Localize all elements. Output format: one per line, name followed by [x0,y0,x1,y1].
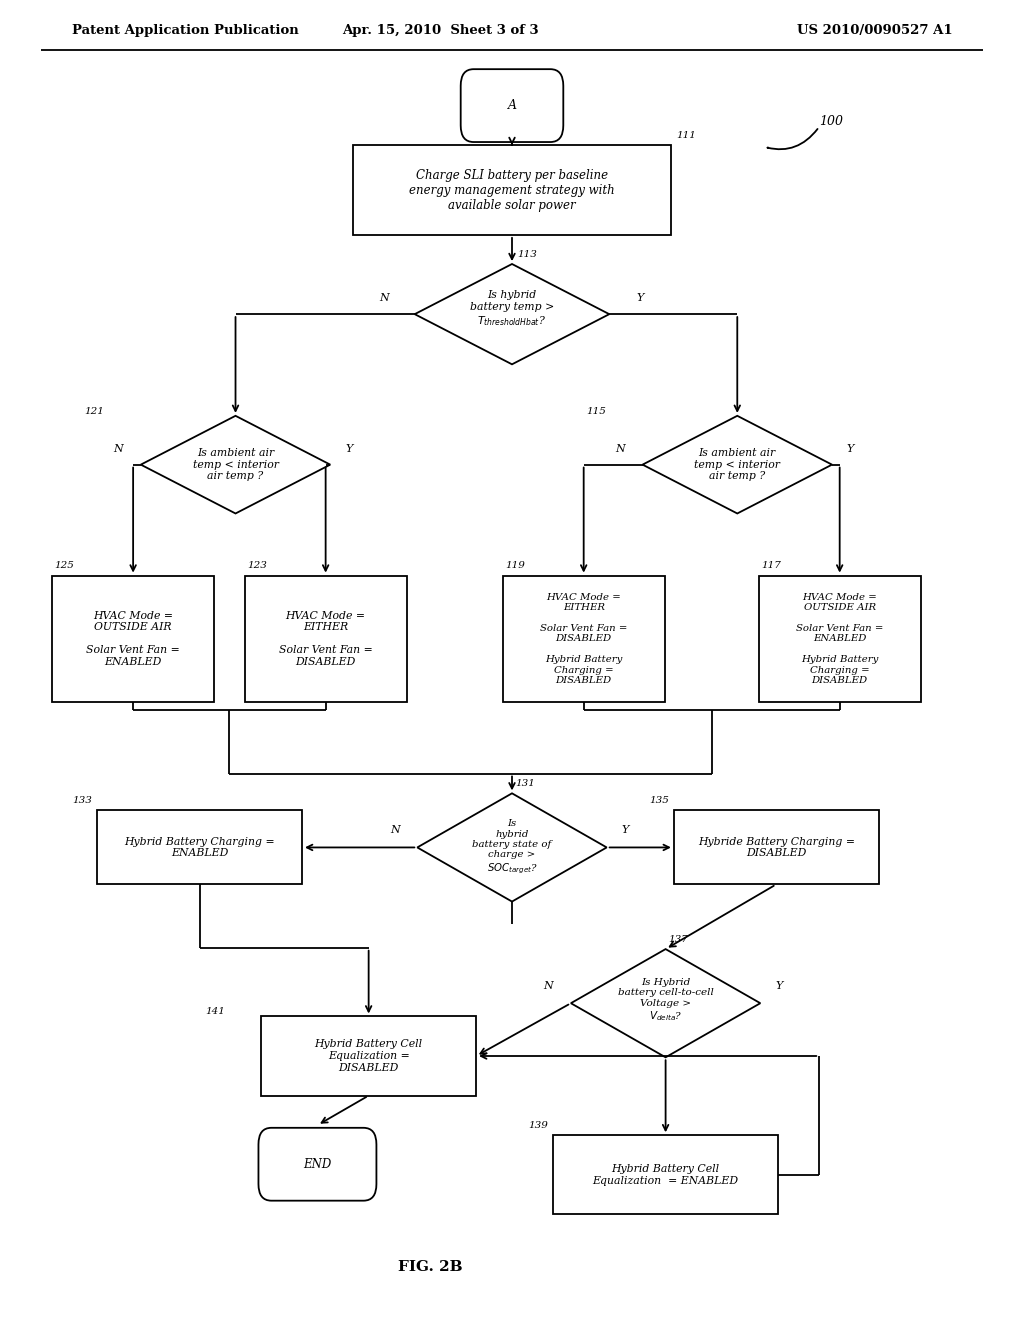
Text: 133: 133 [73,796,92,805]
Text: Charge SLI battery per baseline
energy management strategy with
available solar : Charge SLI battery per baseline energy m… [410,169,614,211]
Text: FIG. 2B: FIG. 2B [397,1261,463,1274]
Text: Is ambient air
temp < interior
air temp ?: Is ambient air temp < interior air temp … [694,447,780,482]
Text: 115: 115 [586,407,606,416]
Bar [553,1135,778,1214]
Text: 125: 125 [54,561,74,570]
Text: Is hybrid
battery temp >
$T_{thresholdHbat}$?: Is hybrid battery temp > $T_{thresholdHb… [470,290,554,327]
Bar [245,576,407,702]
Bar [353,145,671,235]
Text: 135: 135 [649,796,669,805]
Text: 123: 123 [247,561,266,570]
Text: Patent Application Publication: Patent Application Publication [72,24,298,37]
Text: US 2010/0090527 A1: US 2010/0090527 A1 [797,24,952,37]
Text: 117: 117 [761,561,780,570]
Text: N: N [114,444,123,454]
FancyBboxPatch shape [258,1127,377,1201]
Text: Is
hybrid
battery state of
charge >
$SOC_{target}$?: Is hybrid battery state of charge > $SOC… [472,820,552,875]
Text: HVAC Mode =
EITHER

Solar Vent Fan =
DISABLED

Hybrid Battery
Charging =
DISABLE: HVAC Mode = EITHER Solar Vent Fan = DISA… [540,593,628,685]
Text: 119: 119 [505,561,524,570]
Text: 141: 141 [205,1007,224,1016]
Text: N: N [544,981,553,991]
Text: HVAC Mode =
EITHER

Solar Vent Fan =
DISABLED: HVAC Mode = EITHER Solar Vent Fan = DISA… [279,611,373,667]
Text: HVAC Mode =
OUTSIDE AIR

Solar Vent Fan =
ENABLED: HVAC Mode = OUTSIDE AIR Solar Vent Fan =… [86,611,180,667]
Text: 131: 131 [515,779,535,788]
Text: N: N [379,293,389,304]
Text: Hybrid Battery Charging =
ENABLED: Hybrid Battery Charging = ENABLED [124,837,275,858]
Polygon shape [141,416,330,513]
Text: A: A [508,99,516,112]
Text: 139: 139 [528,1121,548,1130]
Bar [97,810,302,884]
Polygon shape [418,793,606,902]
Text: Y: Y [636,293,644,304]
Text: Y: Y [622,825,629,836]
Bar [503,576,665,702]
Text: Y: Y [847,444,854,454]
Polygon shape [643,416,831,513]
Polygon shape [415,264,609,364]
FancyBboxPatch shape [461,69,563,143]
Text: Hybride Battery Charging =
DISABLED: Hybride Battery Charging = DISABLED [697,837,855,858]
Text: 121: 121 [85,407,104,416]
Bar [261,1016,476,1096]
FancyArrowPatch shape [768,129,817,149]
Text: 137: 137 [669,935,688,944]
Text: Y: Y [775,981,782,991]
Polygon shape [571,949,760,1057]
Text: 113: 113 [517,249,537,259]
Text: Hybrid Battery Cell
Equalization =
DISABLED: Hybrid Battery Cell Equalization = DISAB… [314,1039,423,1073]
Text: N: N [615,444,625,454]
Text: HVAC Mode =
OUTSIDE AIR

Solar Vent Fan =
ENABLED

Hybrid Battery
Charging =
DIS: HVAC Mode = OUTSIDE AIR Solar Vent Fan =… [796,593,884,685]
Bar [759,576,921,702]
Text: END: END [303,1158,332,1171]
Bar [52,576,214,702]
Bar [674,810,879,884]
Text: 111: 111 [676,131,695,140]
Text: Apr. 15, 2010  Sheet 3 of 3: Apr. 15, 2010 Sheet 3 of 3 [342,24,539,37]
Text: Y: Y [345,444,352,454]
Text: N: N [390,825,399,836]
Text: Hybrid Battery Cell
Equalization  = ENABLED: Hybrid Battery Cell Equalization = ENABL… [593,1164,738,1185]
Text: Is Hybrid
battery cell-to-cell
Voltage >
$V_{delta}$?: Is Hybrid battery cell-to-cell Voltage >… [617,978,714,1023]
Text: 100: 100 [819,115,843,128]
Text: Is ambient air
temp < interior
air temp ?: Is ambient air temp < interior air temp … [193,447,279,482]
